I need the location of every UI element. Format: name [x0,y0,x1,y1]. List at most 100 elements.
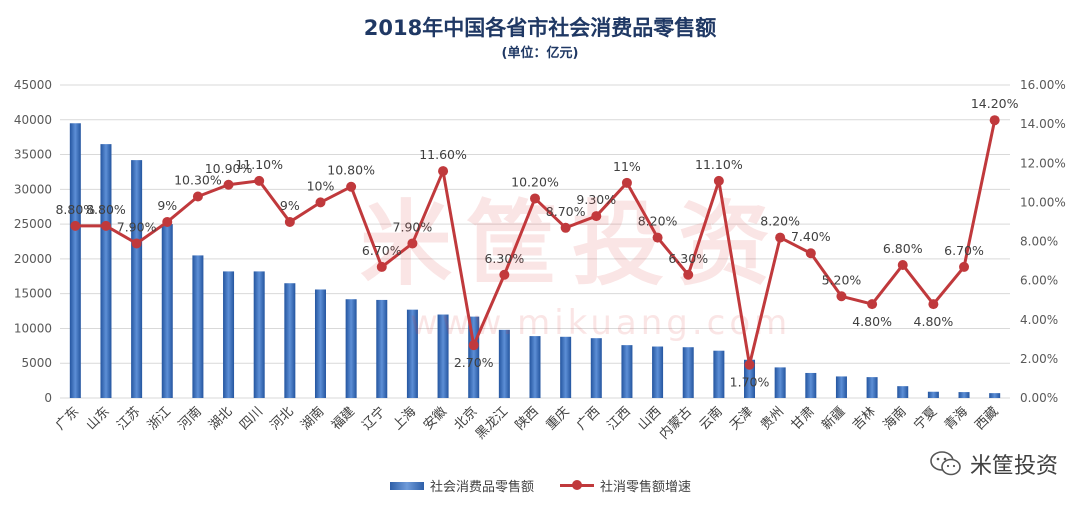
legend: 社会消费品零售额 社消零售额增速 [390,476,691,495]
growth-point [744,359,755,370]
left-tick-label: 15000 [14,287,52,301]
legend-item-line: 社消零售额增速 [560,476,691,495]
growth-point [131,238,142,249]
brand: 米筐投资 [930,448,1058,480]
category-label: 宁夏 [911,404,941,434]
bar [468,316,480,398]
growth-point [989,115,1000,126]
bar [958,392,970,398]
growth-data-label: 10% [307,178,335,193]
category-label: 山东 [84,404,113,433]
growth-data-label: 14.20% [971,96,1019,111]
bar [223,271,235,398]
bar [69,123,81,398]
bar [437,314,449,398]
growth-data-label: 9% [280,198,300,213]
growth-data-label: 4.80% [914,314,954,329]
category-label: 陕西 [513,404,542,433]
bar [989,393,1001,398]
left-tick-label: 10000 [14,321,52,335]
right-tick-label: 2.00% [1020,352,1058,366]
bar [161,224,173,398]
bar [590,338,602,398]
bar [345,299,357,398]
legend-line-swatch [560,480,595,490]
bar [621,345,633,398]
bar [774,367,786,398]
category-label: 广东 [53,404,82,433]
category-label: 四川 [237,404,266,433]
category-label: 河北 [268,404,297,433]
bar-series [69,123,1001,398]
growth-point [192,191,203,202]
bar [682,347,694,398]
right-tick-label: 12.00% [1020,156,1066,170]
growth-data-label: 11.60% [419,147,467,162]
growth-point [867,299,878,310]
bar [529,336,541,398]
growth-data-label: 11.10% [695,157,743,172]
bar [100,144,112,398]
growth-point [315,197,326,208]
bar [805,372,817,398]
right-tick-label: 0.00% [1020,391,1058,405]
growth-point [162,216,173,227]
growth-data-label: 4.80% [852,314,892,329]
legend-label-line: 社消零售额增速 [600,480,692,495]
bar [406,309,418,398]
bar [713,350,725,398]
bar [560,336,572,398]
category-label: 贵州 [758,404,787,433]
growth-data-label: 6.30% [668,251,708,266]
category-label: 天津 [727,404,756,433]
growth-data-label: 6.30% [484,251,524,266]
bar [376,299,388,398]
growth-point [100,220,111,231]
growth-point [959,261,970,272]
growth-point [254,175,265,186]
growth-data-label: 11% [613,159,641,174]
left-tick-label: 20000 [14,252,52,266]
category-label: 辽宁 [359,404,389,434]
right-tick-label: 14.00% [1020,117,1066,131]
category-label: 湖南 [298,404,328,434]
bar [498,329,510,398]
growth-point [284,216,295,227]
category-label: 上海 [390,404,419,433]
category-label: 浙江 [145,404,174,433]
growth-point [591,211,602,222]
category-label: 江苏 [114,404,144,434]
growth-point [530,193,540,204]
category-labels: 广东 山东 江苏 浙江 河南 湖北 四川 河北 湖南 福建 辽宁 上海 安徽 北京黑龙江 陕西 重庆 广西 江西山… [53,404,1001,443]
bar [835,376,847,398]
right-axis-ticks: 0.00% 2.00% 4.00% 6.00% 8.00% 10.00% 12.00% 14.… [1020,78,1066,405]
growth-point [805,248,816,259]
left-tick-label: 30000 [14,182,52,196]
bar [253,271,265,398]
growth-point [407,238,418,249]
growth-point [499,269,510,280]
growth-data-label: 10.90% [205,161,253,176]
bar [652,346,664,398]
category-label: 海南 [880,404,910,434]
bar [897,386,909,398]
growth-data-label: 1.70% [730,375,770,390]
growth-data-label: 6.70% [944,243,984,258]
growth-point [928,299,939,310]
growth-point [468,340,479,351]
growth-point [713,175,724,186]
growth-data-label: 6.70% [362,243,402,258]
bar [744,359,756,398]
bar [927,391,939,398]
category-label: 西藏 [973,404,1002,433]
category-label: 广西 [574,404,603,433]
growth-data-label: 8.20% [638,214,678,229]
growth-data-label: 10.80% [327,163,375,178]
growth-data-label: 10.20% [511,174,559,189]
growth-data-label: 5.20% [822,272,862,287]
category-label: 重庆 [543,404,573,434]
left-tick-label: 40000 [14,113,52,127]
growth-point [836,291,847,302]
growth-point [346,181,357,192]
